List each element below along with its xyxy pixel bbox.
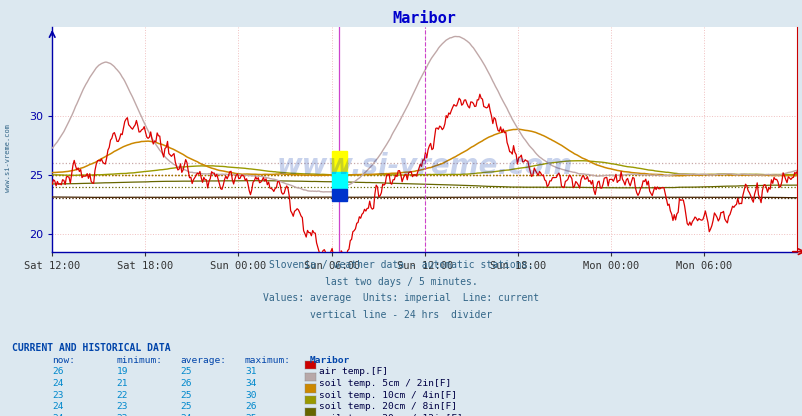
Text: 25: 25 [180, 367, 192, 376]
Text: CURRENT AND HISTORICAL DATA: CURRENT AND HISTORICAL DATA [12, 343, 171, 353]
Text: 24: 24 [52, 414, 63, 416]
Bar [331, 189, 346, 201]
Text: www.si-vreme.com: www.si-vreme.com [276, 152, 573, 180]
Text: soil temp. 10cm / 4in[F]: soil temp. 10cm / 4in[F] [318, 391, 456, 400]
Text: 22: 22 [116, 391, 128, 400]
Text: average:: average: [180, 356, 226, 365]
Text: air temp.[F]: air temp.[F] [318, 367, 387, 376]
Text: Slovenia / weather data - automatic stations.: Slovenia / weather data - automatic stat… [269, 260, 533, 270]
Text: soil temp. 30cm / 12in[F]: soil temp. 30cm / 12in[F] [318, 414, 462, 416]
Text: 26: 26 [180, 379, 192, 388]
Text: 31: 31 [245, 367, 256, 376]
Text: vertical line - 24 hrs  divider: vertical line - 24 hrs divider [310, 310, 492, 320]
Text: last two days / 5 minutes.: last two days / 5 minutes. [325, 277, 477, 287]
Text: 34: 34 [245, 379, 256, 388]
Text: 24: 24 [52, 379, 63, 388]
Text: soil temp. 5cm / 2in[F]: soil temp. 5cm / 2in[F] [318, 379, 451, 388]
Bar [331, 151, 346, 173]
Title: Maribor: Maribor [392, 11, 456, 26]
Text: 25: 25 [180, 391, 192, 400]
Text: 25: 25 [180, 402, 192, 411]
Text: 25: 25 [245, 414, 256, 416]
Bar [331, 173, 346, 189]
Text: now:: now: [52, 356, 75, 365]
Text: 30: 30 [245, 391, 256, 400]
Text: 24: 24 [180, 414, 192, 416]
Text: 23: 23 [52, 391, 63, 400]
Text: www.si-vreme.com: www.si-vreme.com [5, 124, 11, 192]
Text: 21: 21 [116, 379, 128, 388]
Text: 24: 24 [52, 402, 63, 411]
Text: 19: 19 [116, 367, 128, 376]
Text: 23: 23 [116, 402, 128, 411]
Text: 26: 26 [245, 402, 256, 411]
Text: 23: 23 [116, 414, 128, 416]
Text: maximum:: maximum: [245, 356, 290, 365]
Text: 26: 26 [52, 367, 63, 376]
Text: Maribor: Maribor [309, 356, 349, 365]
Text: Values: average  Units: imperial  Line: current: Values: average Units: imperial Line: cu… [263, 293, 539, 303]
Text: minimum:: minimum: [116, 356, 162, 365]
Text: soil temp. 20cm / 8in[F]: soil temp. 20cm / 8in[F] [318, 402, 456, 411]
